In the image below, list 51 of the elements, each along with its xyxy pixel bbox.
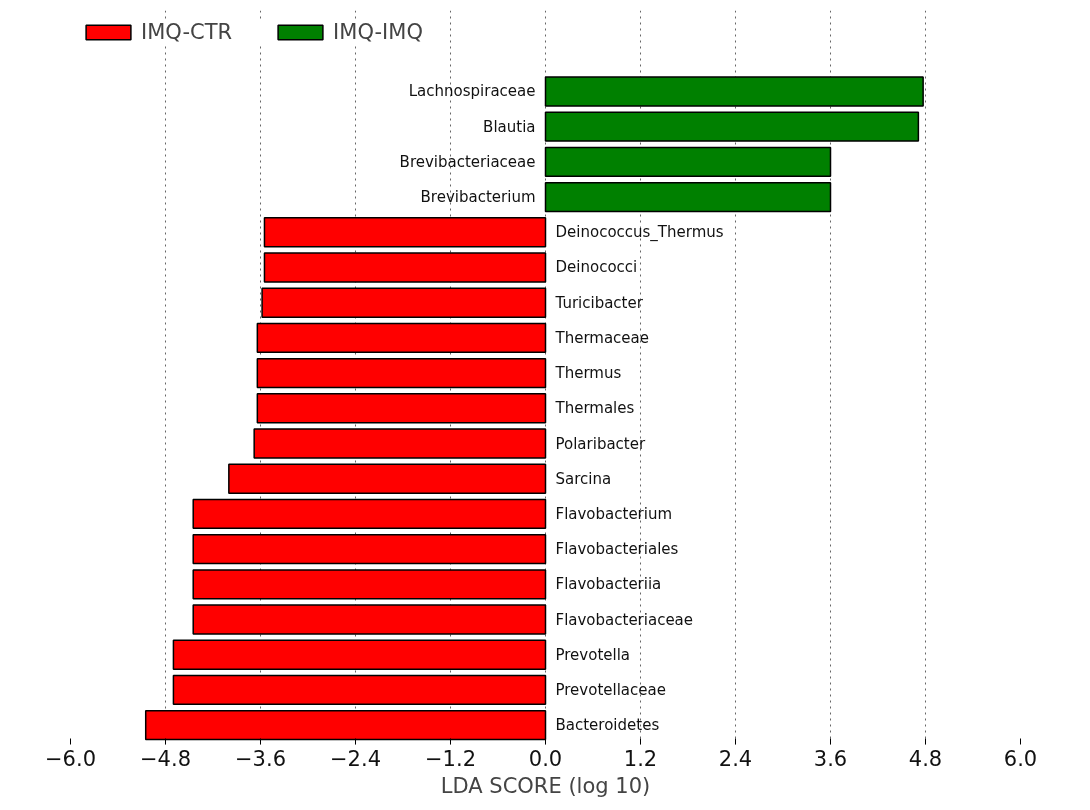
y-tick-label: Brevibacteriaceae xyxy=(399,152,536,171)
bar xyxy=(192,533,547,565)
x-tick-label: 6.0 xyxy=(1003,746,1038,771)
x-tick-label: −4.8 xyxy=(140,746,191,771)
y-tick-label: Brevibacterium xyxy=(420,188,536,207)
x-tick-label: 4.8 xyxy=(908,746,943,771)
y-tick-label: Thermales xyxy=(554,399,635,418)
x-tick-label: 1.2 xyxy=(623,746,658,771)
bar xyxy=(172,674,547,706)
bar xyxy=(192,569,547,600)
y-tick-label: Turicibacter xyxy=(554,293,644,312)
bar xyxy=(544,111,920,142)
y-tick-label: Blautia xyxy=(483,117,536,136)
bar xyxy=(192,498,547,530)
y-tick-label: Thermaceae xyxy=(554,328,650,347)
legend-label: IMQ-IMQ xyxy=(333,20,423,44)
y-tick-label: Prevotella xyxy=(555,645,631,664)
y-tick-label: Deinococci xyxy=(555,258,638,277)
x-tick-label: −6.0 xyxy=(45,746,96,771)
x-tick-label: −3.6 xyxy=(235,746,286,771)
bar xyxy=(261,287,547,318)
y-tick-label: Deinococcus_Thermus xyxy=(555,223,724,243)
x-tick-label: −1.2 xyxy=(425,746,476,771)
bar xyxy=(263,252,547,283)
bar xyxy=(172,639,547,670)
x-tick-label: −2.4 xyxy=(330,746,381,771)
y-tick-label: Flavobacteriia xyxy=(555,575,662,594)
x-tick-label: 3.6 xyxy=(813,746,848,771)
bar xyxy=(253,428,547,459)
bar xyxy=(256,357,547,389)
x-tick-label: 2.4 xyxy=(718,746,753,771)
y-tick-label: Flavobacteriaceae xyxy=(555,610,694,629)
y-tick-label: Bacteroidetes xyxy=(555,716,660,735)
y-tick-label: Flavobacterium xyxy=(555,504,673,523)
y-tick-label: Sarcina xyxy=(555,469,612,488)
y-tick-label: Flavobacteriales xyxy=(555,540,679,559)
y-tick-label: Thermus xyxy=(554,364,622,383)
bar xyxy=(544,146,832,178)
bar xyxy=(256,393,547,424)
bar xyxy=(256,322,547,354)
y-tick-label: Lachnospiraceae xyxy=(408,82,536,101)
y-tick-label: Prevotellaceae xyxy=(555,680,666,699)
bar xyxy=(544,181,832,213)
y-tick-label: Polaribacter xyxy=(555,434,646,453)
x-axis-title: LDA SCORE (log 10) xyxy=(440,773,651,798)
x-tick-label: 0.0 xyxy=(528,746,563,771)
bar xyxy=(228,463,547,494)
legend-label: IMQ-CTR xyxy=(141,20,233,44)
bar xyxy=(544,76,924,107)
bar xyxy=(192,604,547,635)
bar xyxy=(263,217,547,248)
